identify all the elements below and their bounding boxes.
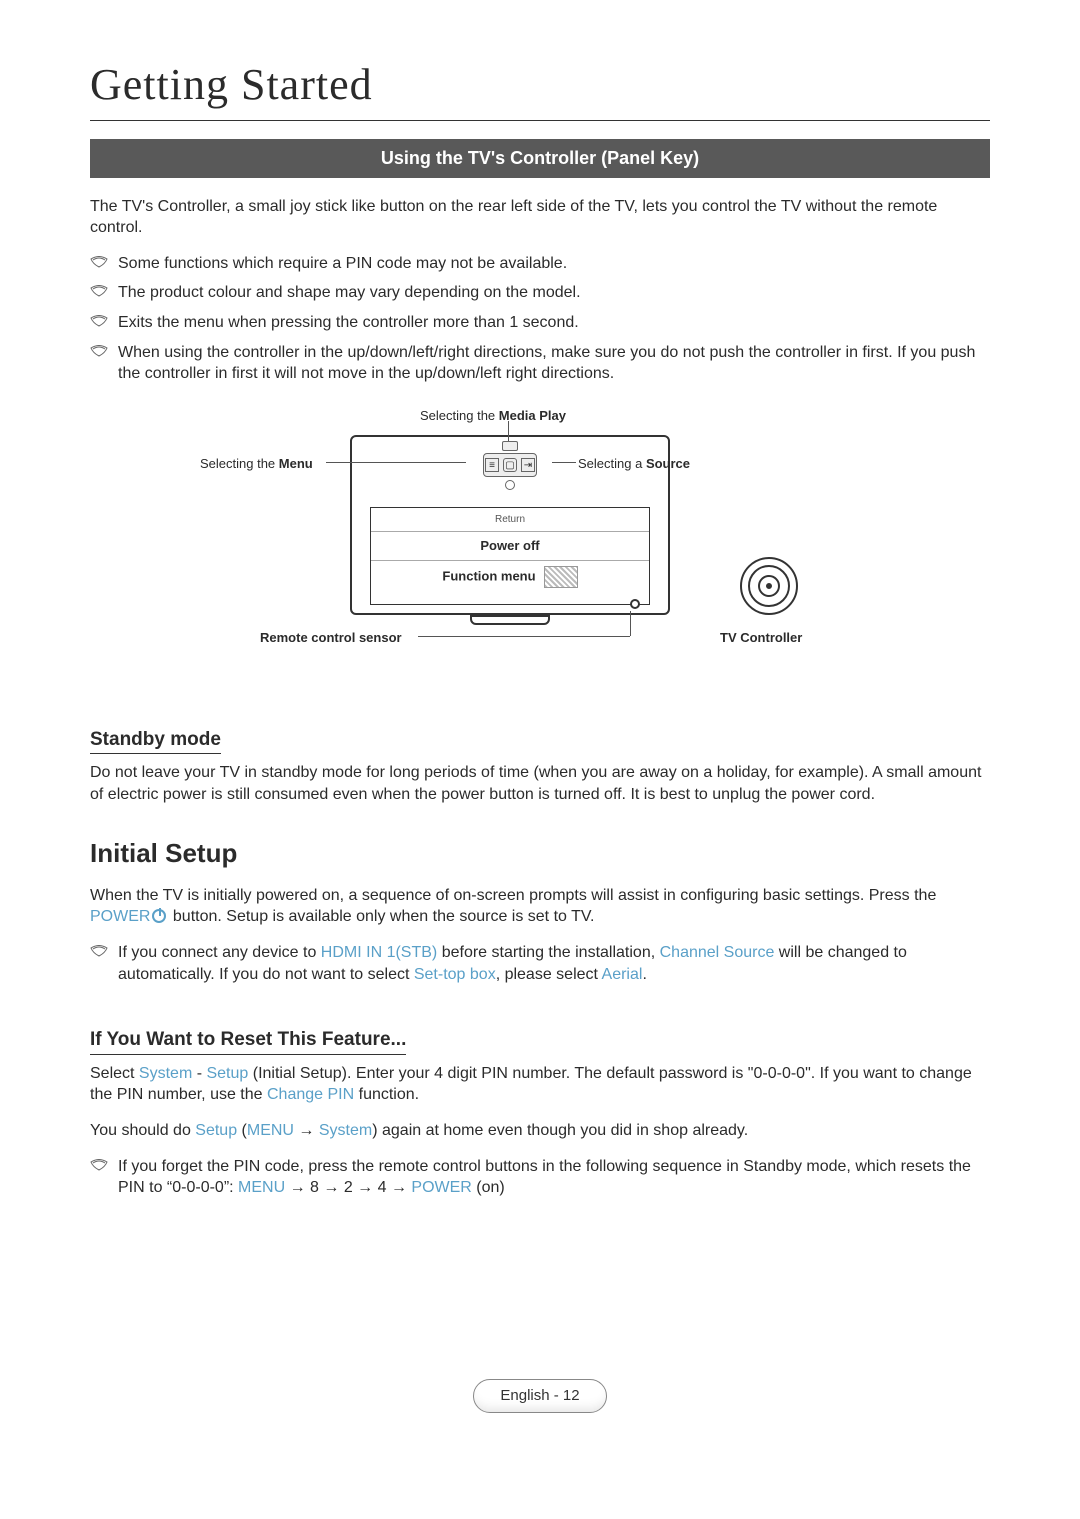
reset-p1: Select System - Setup (Initial Setup). E… [90,1063,990,1106]
note-text: Exits the menu when pressing the control… [118,312,990,334]
initial-setup-p1: When the TV is initially powered on, a s… [90,885,990,928]
tv-stand [470,615,550,625]
initial-setup-heading: Initial Setup [90,836,990,871]
note-text: Some functions which require a PIN code … [118,253,990,275]
note-icon [90,314,112,330]
reset-heading: If You Want to Reset This Feature... [90,1027,406,1055]
standby-text: Do not leave your TV in standby mode for… [90,762,990,805]
remote-sensor-dot [630,599,640,609]
note-icon [90,284,112,300]
note-item: When using the controller in the up/down… [90,342,990,385]
page-footer: English - 12 [90,1379,990,1413]
function-menu-panel: Return Power off Function menu [370,507,650,605]
note-item: Some functions which require a PIN code … [90,253,990,275]
note-text: If you connect any device to HDMI IN 1(S… [118,942,990,985]
top-notes-list: Some functions which require a PIN code … [90,253,990,385]
note-icon [90,944,112,960]
menu-label: Selecting the Menu [200,455,313,473]
power-off-label: Power off [371,532,649,561]
function-menu-label: Function menu [371,561,649,593]
joystick-icon: ≡▢⇥ [465,441,555,505]
note-item: The product colour and shape may vary de… [90,282,990,304]
return-label: Return [371,508,649,533]
note-item: If you forget the PIN code, press the re… [90,1156,990,1199]
remote-sensor-label: Remote control sensor [260,629,402,647]
note-icon [90,255,112,271]
standby-heading: Standby mode [90,727,221,755]
media-play-label: Selecting the Media Play [420,407,566,425]
note-text: If you forget the PIN code, press the re… [118,1156,990,1199]
source-label: Selecting a Source [578,455,690,473]
note-text: The product colour and shape may vary de… [118,282,990,304]
section-heading-bar: Using the TV's Controller (Panel Key) [90,139,990,177]
hatch-icon [544,566,578,588]
power-icon [152,909,166,923]
power-keyword: POWER [90,908,150,925]
note-icon [90,344,112,360]
chapter-title: Getting Started [90,55,990,121]
reset-p2: You should do Setup (MENU → System) agai… [90,1120,990,1142]
tv-controller-label: TV Controller [720,629,802,647]
tv-controller-diagram: ≡▢⇥ Return Power off Function menu Selec… [200,407,880,667]
note-item: If you connect any device to HDMI IN 1(S… [90,942,990,985]
note-icon [90,1158,112,1174]
tv-controller-icon [740,557,798,615]
note-text: When using the controller in the up/down… [118,342,990,385]
intro-paragraph: The TV's Controller, a small joy stick l… [90,196,990,239]
page-number-pill: English - 12 [473,1379,606,1413]
note-item: Exits the menu when pressing the control… [90,312,990,334]
